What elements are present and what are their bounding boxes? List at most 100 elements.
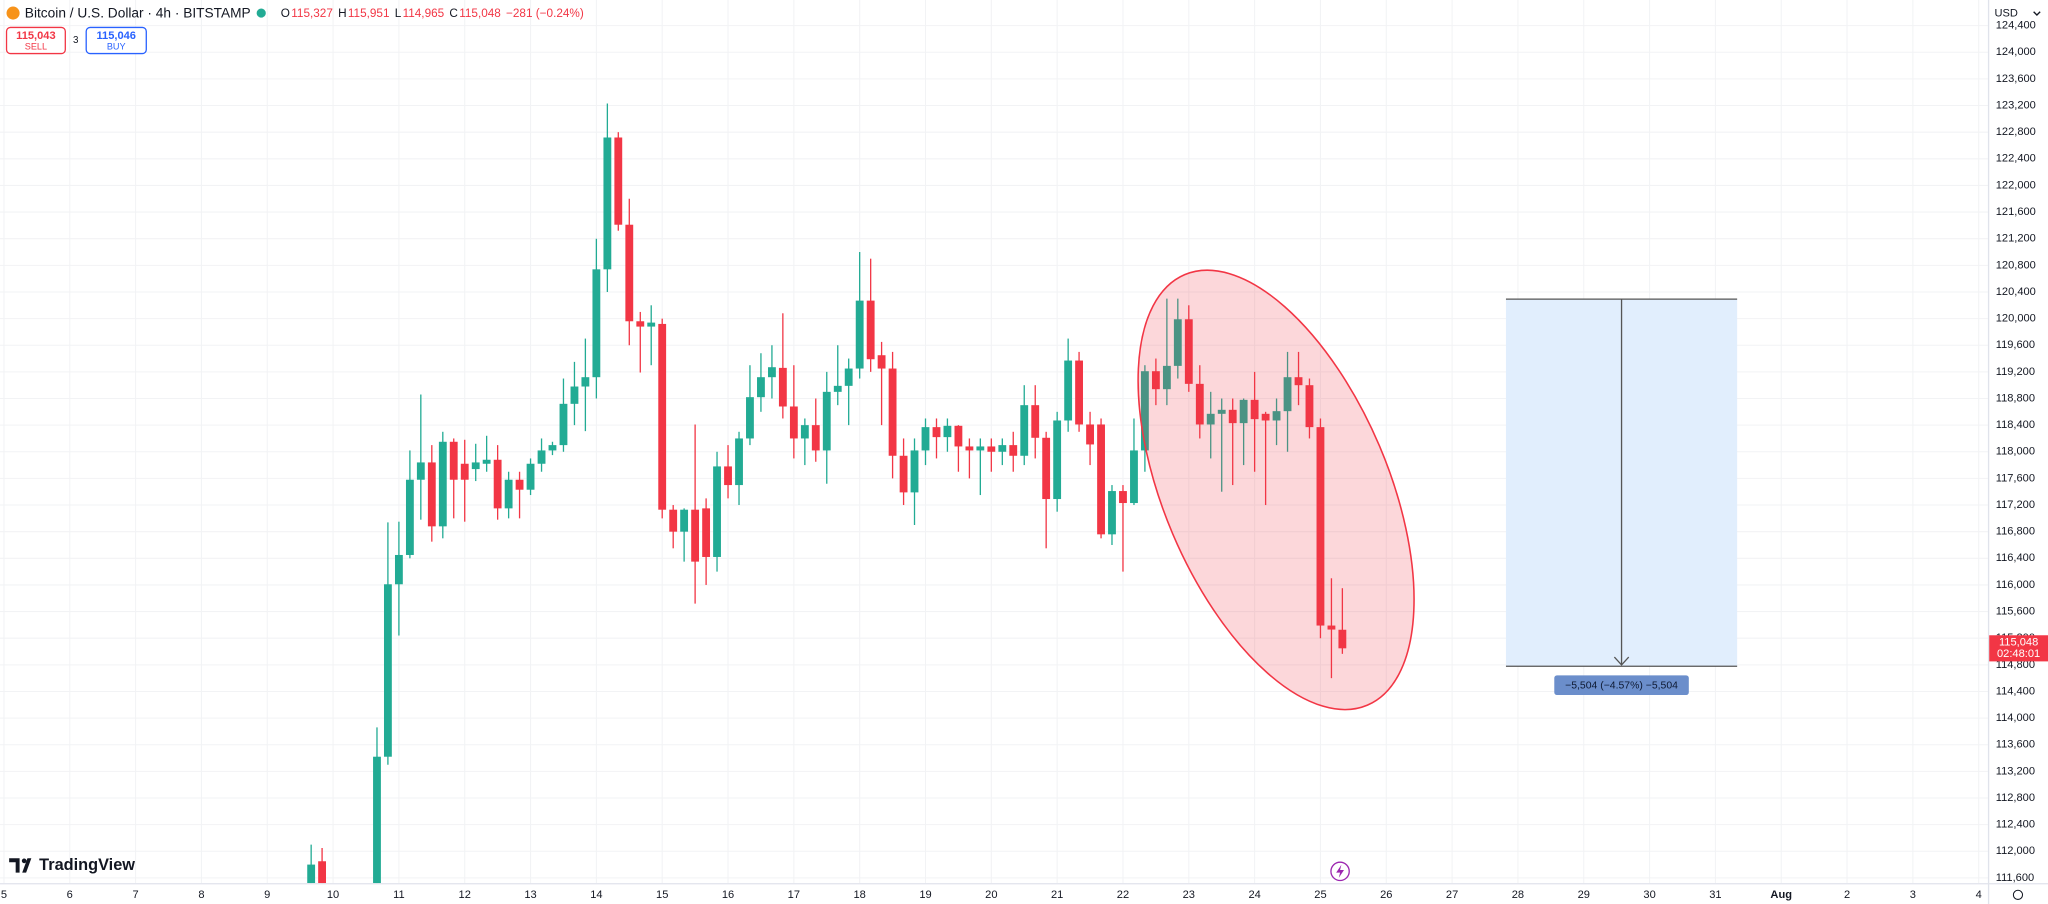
y-tick-label: 113,600 <box>1996 739 2035 751</box>
candle-body <box>1151 371 1160 390</box>
candle-body <box>921 427 930 451</box>
candle-body <box>932 427 941 438</box>
candle-body <box>976 446 985 451</box>
candle-body <box>515 479 524 490</box>
settings-icon[interactable] <box>2012 889 2024 900</box>
sell-label: SELL <box>25 41 47 51</box>
candle-body <box>1250 399 1259 420</box>
y-tick-label: 120,800 <box>1996 259 2036 271</box>
y-tick-label: 124,400 <box>1996 20 2036 32</box>
x-tick-label: 12 <box>459 889 471 901</box>
ohlc-value: 115,048 <box>459 7 501 20</box>
last-price: 115,048 <box>1999 636 2038 648</box>
y-tick-label: 124,000 <box>1996 46 2036 58</box>
x-tick-label: 27 <box>1446 889 1458 901</box>
candle-body <box>789 406 798 439</box>
candle-body <box>735 438 743 486</box>
ohlc-key: H <box>338 7 346 20</box>
x-tick-label: 6 <box>67 889 73 901</box>
ohlc-key: L <box>395 7 402 20</box>
x-tick-label: 5 <box>1 889 7 901</box>
y-tick-label: 123,600 <box>1996 73 2036 85</box>
candle-body <box>471 462 480 470</box>
candle-body <box>603 137 612 270</box>
y-tick-label: 117,600 <box>1996 472 2035 484</box>
candle-body <box>1162 365 1171 390</box>
x-tick-label: 4 <box>1976 889 1982 901</box>
candle-body <box>866 300 875 360</box>
candle-body <box>482 459 491 464</box>
candle-body <box>1130 450 1138 504</box>
x-tick-label: 24 <box>1248 889 1260 901</box>
ohlc: O 115,327 H 115,951 L 114,965 C 115,048 −281 (−0… <box>281 7 584 20</box>
measure-label-bg <box>1554 675 1689 695</box>
x-tick-label: 15 <box>656 889 668 901</box>
candle-body <box>625 224 634 322</box>
x-tick-label: 22 <box>1117 889 1129 901</box>
x-tick-label: 31 <box>1709 889 1721 901</box>
candle-body <box>855 300 864 369</box>
y-tick-label: 116,800 <box>1996 526 2035 538</box>
candle-body <box>943 425 952 438</box>
candle-body <box>888 368 897 456</box>
candle-body <box>1272 411 1281 421</box>
candle-body <box>438 441 447 527</box>
sell-price: 115,043 <box>16 30 55 42</box>
candle-body <box>822 391 831 451</box>
candle-body <box>833 385 842 392</box>
candle-body <box>1261 413 1270 421</box>
y-tick-label: 114,000 <box>1996 712 2035 724</box>
candle-body <box>1239 399 1248 424</box>
candle-body <box>1140 371 1149 451</box>
ohlc-value: 115,327 <box>291 7 333 20</box>
candle-body <box>416 462 425 480</box>
highlight-ellipse <box>1137 269 1415 711</box>
y-tick-label: 112,800 <box>1996 792 2035 804</box>
x-tick-label: 16 <box>722 889 734 901</box>
candle-body <box>998 445 1007 452</box>
ohlc-change: −281 (−0.24%) <box>506 7 584 20</box>
ohlc-key: C <box>449 7 458 20</box>
x-tick-label: 9 <box>264 889 270 901</box>
currency[interactable]: USD <box>1994 8 2017 20</box>
candle-body <box>427 462 436 527</box>
candle-body <box>954 425 963 447</box>
candle-body <box>405 479 414 555</box>
candle-body <box>768 367 776 378</box>
candle-body <box>800 425 809 439</box>
y-tick-label: 121,200 <box>1996 233 2036 245</box>
candle-body <box>702 508 711 557</box>
sell-button[interactable] <box>5 26 66 55</box>
x-tick-label: 30 <box>1643 889 1655 901</box>
countdown: 02:48:01 <box>1997 648 2040 660</box>
x-tick-label: 21 <box>1051 889 1063 901</box>
candle-body <box>965 446 974 451</box>
candle-body <box>581 377 590 387</box>
candle-body <box>1327 625 1336 630</box>
candle-body <box>1108 491 1116 535</box>
ohlc-value: 115,951 <box>348 7 390 20</box>
buy-button[interactable] <box>85 26 147 55</box>
y-tick-label: 119,600 <box>1996 339 2035 351</box>
candle-body <box>394 554 403 585</box>
x-tick-label: 11 <box>393 889 405 901</box>
candle-body <box>1097 424 1105 535</box>
candle-body <box>757 377 765 398</box>
candle-body <box>1195 383 1204 425</box>
candle-body <box>1075 360 1083 425</box>
candle-body <box>570 386 579 404</box>
x-tick-label: 17 <box>788 889 800 901</box>
currency-caret <box>2033 11 2041 16</box>
y-tick-label: 119,200 <box>1996 366 2035 378</box>
spread: 3 <box>73 35 79 46</box>
y-tick-label: 112,000 <box>1996 845 2035 857</box>
candle-body <box>307 864 316 884</box>
measure-label: −5,504 (−4.57%) −5,504 <box>1565 681 1678 692</box>
candle-body <box>1020 405 1029 456</box>
candle-body <box>504 479 513 509</box>
candle-body <box>493 459 502 509</box>
candle-body <box>449 441 458 480</box>
y-tick-label: 122,400 <box>1996 153 2036 165</box>
x-tick-label: 26 <box>1380 889 1392 901</box>
y-tick-label: 117,200 <box>1996 499 2035 511</box>
